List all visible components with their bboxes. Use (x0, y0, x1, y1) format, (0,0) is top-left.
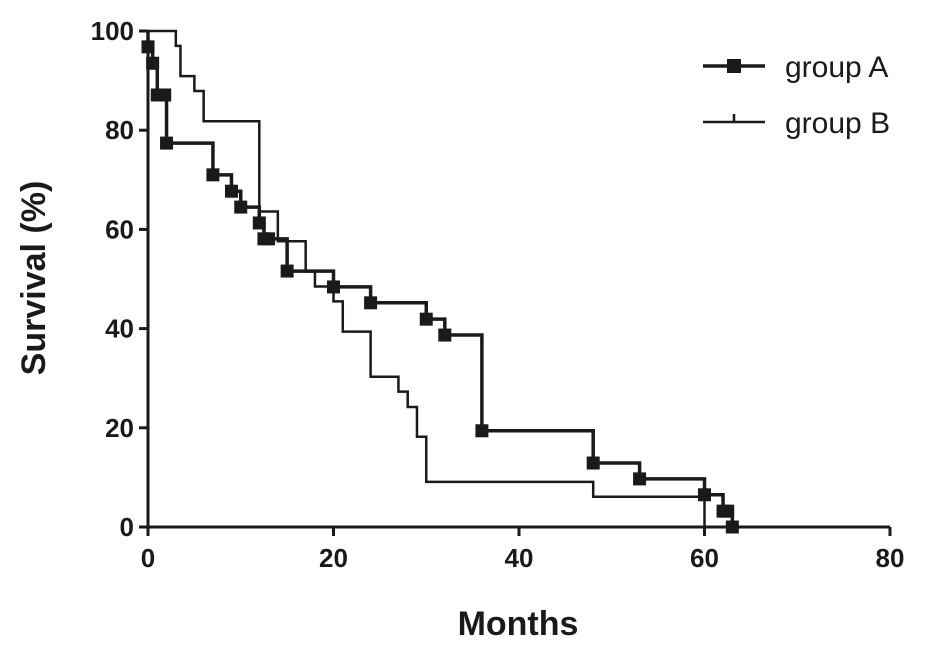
legend-marker-group-a (727, 59, 741, 73)
x-tick-label-60: 60 (690, 543, 719, 573)
group-a-marker-16 (475, 424, 489, 438)
y-tick-label-40: 40 (105, 314, 134, 344)
series-line-group-a (146, 31, 735, 527)
x-tick-label-80: 80 (876, 543, 905, 573)
group-a-marker-3 (158, 88, 172, 102)
group-a-marker-14 (419, 312, 433, 326)
series-layer (141, 29, 739, 534)
group-a-marker-21 (721, 504, 735, 518)
y-tick-label-0: 0 (120, 512, 134, 542)
group-a-marker-18 (633, 472, 647, 486)
y-axis: 0 20 40 60 80 100 (91, 16, 150, 542)
group-a-marker-12 (327, 280, 340, 294)
legend-label-group-a: group A (785, 51, 888, 84)
legend: group A group B (703, 51, 890, 140)
legend-label-group-b: group B (785, 107, 890, 140)
group-a-marker-5 (206, 168, 220, 182)
y-tick-label-20: 20 (105, 413, 134, 443)
group-a-marker-1 (146, 56, 160, 70)
legend-item-group-a: group A (703, 51, 888, 84)
y-tick-label-80: 80 (105, 115, 134, 145)
y-tick-label-100: 100 (91, 16, 134, 46)
y-tick-label-60: 60 (105, 214, 134, 244)
group-a-marker-17 (586, 456, 600, 470)
group-a-marker-6 (224, 184, 238, 198)
group-a-marker-19 (698, 488, 711, 502)
x-axis: 0 20 40 60 80 (141, 525, 905, 573)
group-a-marker-22 (725, 520, 739, 534)
group-a-marker-11 (280, 264, 294, 278)
series-line-group-b (148, 29, 706, 527)
x-tick-label-0: 0 (141, 543, 155, 573)
group-a-marker-7 (234, 200, 248, 214)
group-a-marker-15 (438, 328, 452, 342)
group-a-marker-4 (160, 136, 174, 150)
x-tick-label-20: 20 (319, 543, 348, 573)
group-a-marker-10 (262, 232, 276, 246)
group-a-marker-13 (364, 296, 378, 310)
x-tick-label-40: 40 (505, 543, 534, 573)
legend-item-group-b: group B (703, 107, 890, 140)
group-a-marker-8 (252, 216, 266, 230)
group-a-marker-0 (141, 40, 155, 54)
x-axis-title: Months (458, 605, 579, 643)
y-axis-title: Survival (%) (15, 181, 53, 376)
